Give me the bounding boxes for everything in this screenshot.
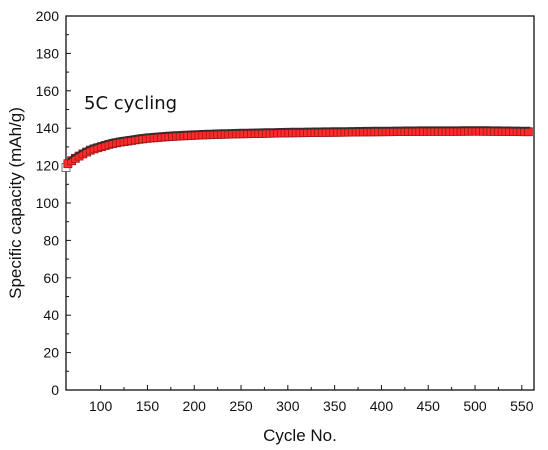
x-tick-label: 100: [89, 398, 113, 414]
annotation-label: 5C cycling: [84, 93, 177, 114]
x-tick-label: 150: [136, 398, 160, 414]
x-tick-label: 300: [276, 398, 300, 414]
x-tick-label: 550: [510, 398, 534, 414]
y-tick-label: 200: [36, 8, 60, 24]
y-tick-label: 20: [43, 345, 59, 361]
x-tick-label: 200: [183, 398, 207, 414]
y-tick-label: 180: [36, 45, 60, 61]
y-tick-label: 40: [43, 307, 59, 323]
x-tick-label: 500: [463, 398, 487, 414]
y-tick-label: 60: [43, 270, 59, 286]
x-tick-label: 250: [229, 398, 253, 414]
data-markers: [61, 126, 533, 172]
plot-frame: [65, 15, 535, 391]
x-tick-label: 400: [370, 398, 394, 414]
y-tick-label: 140: [36, 120, 60, 136]
x-tick-label: 450: [417, 398, 441, 414]
y-tick-label: 0: [51, 382, 59, 398]
y-tick-label: 100: [36, 195, 60, 211]
y-tick-label: 160: [36, 83, 60, 99]
data-point: [523, 127, 533, 137]
y-axis-title: Specific capacity (mAh/g): [6, 107, 25, 299]
series-line: [67, 126, 531, 161]
axis-ticks: 0 20 40 60 80 100 120 140 160 180 200 100 150 200 250 3…: [36, 8, 534, 414]
y-tick-label: 120: [36, 158, 60, 174]
x-tick-label: 350: [323, 398, 347, 414]
x-axis-title: Cycle No.: [263, 426, 337, 445]
y-tick-label: 80: [43, 232, 59, 248]
